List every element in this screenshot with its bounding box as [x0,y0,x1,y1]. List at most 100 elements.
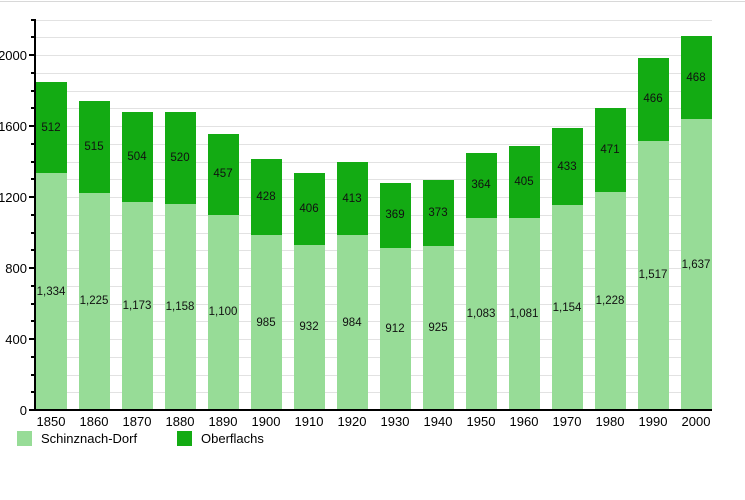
bar-segment-schinznach-dorf: 1,083 [465,217,497,410]
bar-value-label: 515 [84,140,104,153]
bar-value-label: 1,228 [595,295,625,307]
gridline [35,91,712,92]
bar-value-label: 520 [170,152,190,165]
bar-value-label: 1,225 [79,295,109,308]
bar-segment-schinznach-dorf: 984 [336,235,368,410]
y-axis-label: 2000 [0,48,27,63]
bar-value-label: 512 [41,121,61,134]
gridline [35,250,712,251]
gridline [35,37,712,38]
gridline [35,126,712,127]
gridline [35,375,712,376]
bar-segment-schinznach-dorf: 1,100 [207,214,239,410]
legend-swatch-schinznach-dorf [17,431,32,446]
gridline [35,286,712,287]
bar-segment-schinznach-dorf: 925 [422,245,454,410]
bar-value-label: 1,517 [638,269,668,282]
gridline [35,339,712,340]
bar-value-label: 1,637 [681,258,711,271]
bar-value-label: 504 [127,151,147,164]
y-major-tick [29,409,35,411]
legend-swatch-oberflachs [177,431,192,446]
bar-segment-oberflachs: 406 [293,172,325,245]
x-axis-label: 1920 [337,414,367,429]
bar-segment-schinznach-dorf: 985 [250,235,282,410]
bar-segment-schinznach-dorf: 1,637 [680,119,712,410]
bar-segment-oberflachs: 471 [594,108,626,193]
x-axis-label: 1960 [509,414,539,429]
gridline [35,268,712,269]
y-minor-tick [31,90,35,92]
y-minor-tick [31,19,35,21]
y-axis-label: 800 [5,261,27,276]
bar-segment-schinznach-dorf: 1,225 [78,192,110,410]
legend-item-schinznach-dorf: Schinznach-Dorf [17,431,137,446]
x-axis-label: 1990 [638,414,668,429]
bar-segment-oberflachs: 428 [250,159,282,236]
bar-segment-schinznach-dorf: 912 [379,248,411,410]
x-axis-label: 1850 [36,414,66,429]
y-minor-tick [31,232,35,234]
y-minor-tick [31,214,35,216]
gridline [35,55,712,56]
y-major-tick [29,196,35,198]
y-minor-tick [31,143,35,145]
y-minor-tick [31,36,35,38]
y-axis-line [34,19,36,411]
bar-value-label: 413 [342,192,362,205]
gridline [35,197,712,198]
bar-segment-schinznach-dorf: 1,154 [551,205,583,410]
gridline [35,357,712,358]
top-border-line [0,1,745,2]
gridline [35,321,712,322]
bar-segment-oberflachs: 515 [78,101,110,193]
bar-segment-oberflachs: 504 [121,112,153,202]
bar-segment-schinznach-dorf: 1,334 [35,173,67,410]
y-minor-tick [31,107,35,109]
bar-value-label: 471 [600,144,620,157]
bar-value-label: 985 [256,316,276,329]
bar-segment-schinznach-dorf: 1,158 [164,204,196,410]
bar-segment-oberflachs: 457 [207,133,239,215]
x-axis-label: 1970 [552,414,582,429]
bar-segment-oberflachs: 364 [465,153,497,218]
y-minor-tick [31,391,35,393]
bar-value-label: 925 [428,321,448,334]
bar-segment-schinznach-dorf: 1,173 [121,201,153,410]
gridline [35,215,712,216]
bar-value-label: 406 [299,202,319,215]
bar-segment-oberflachs: 520 [164,112,196,205]
bar-segment-oberflachs: 373 [422,179,454,246]
bar-segment-schinznach-dorf: 1,517 [637,140,669,410]
gridline [35,20,712,21]
gridline [35,73,712,74]
bar-segment-oberflachs: 413 [336,162,368,236]
y-major-tick [29,125,35,127]
y-minor-tick [31,374,35,376]
y-major-tick [29,54,35,56]
y-axis-label: 400 [5,332,27,347]
legend-item-oberflachs: Oberflachs [177,431,264,446]
legend-label-schinznach-dorf: Schinznach-Dorf [41,431,138,446]
bar-value-label: 1,083 [466,307,496,320]
bar-value-label: 984 [342,316,362,329]
legend: Schinznach-Dorf Oberflachs [0,431,745,448]
bar-value-label: 1,173 [122,299,152,312]
bar-segment-schinznach-dorf: 1,081 [508,218,540,410]
bar-value-label: 433 [557,160,577,173]
bar-value-label: 1,158 [165,301,195,314]
bar-value-label: 364 [471,179,491,192]
bar-value-label: 468 [686,71,706,84]
x-axis-label: 1900 [251,414,281,429]
y-minor-tick [31,72,35,74]
bar-segment-schinznach-dorf: 932 [293,244,325,410]
y-axis-label: 1600 [0,119,27,134]
bar-value-label: 932 [299,321,319,334]
y-minor-tick [31,249,35,251]
gridline [35,392,712,393]
gridline [35,108,712,109]
bar-segment-schinznach-dorf: 1,228 [594,192,626,410]
y-axis-label: 0 [19,403,27,418]
bar-value-label: 405 [514,176,534,189]
